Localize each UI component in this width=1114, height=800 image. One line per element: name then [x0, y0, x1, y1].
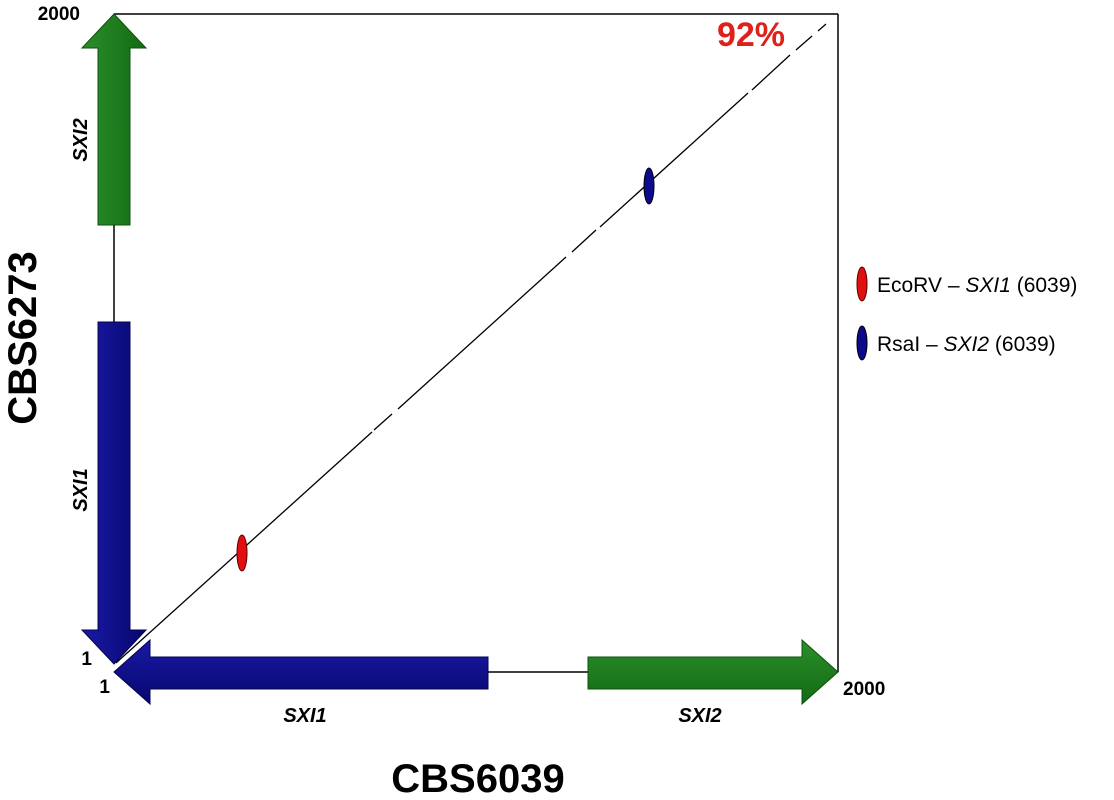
legend-ellipse-marker-icon [856, 266, 868, 302]
rsai-site-marker [643, 167, 655, 205]
y-gene-arrow-sxi2 [80, 13, 148, 226]
x-min-label: 1 [99, 677, 110, 698]
x-gene-arrow-sxi1 [113, 638, 489, 706]
x-gene-label-sxi2: SXI2 [678, 705, 721, 727]
legend-item-rsai: RsaI – SXI2 (6039) [856, 325, 1056, 361]
legend-ellipse-marker-icon [856, 325, 868, 361]
x-max-label: 2000 [843, 679, 885, 700]
y-gene-label-sxi2: SXI2 [70, 118, 92, 161]
legend-label-rsai: RsaI – SXI2 (6039) [877, 333, 1056, 356]
identity-percentage: 92% [717, 16, 785, 54]
y-gene-label-sxi1: SXI1 [70, 468, 92, 511]
x-gene-arrow-sxi2 [587, 638, 839, 706]
y-max-label: 2000 [38, 4, 80, 25]
ecorv-site-marker [236, 534, 248, 572]
y-min-label: 1 [81, 649, 92, 670]
y-axis-title: CBS6273 [1, 251, 45, 424]
x-axis-title: CBS6039 [391, 757, 564, 800]
legend: EcoRV – SXI1 (6039) RsaI – SXI2 (6039) [856, 266, 1077, 361]
y-gene-arrow-sxi1 [80, 321, 148, 665]
x-gene-label-sxi1: SXI1 [283, 705, 326, 727]
legend-item-ecorv: EcoRV – SXI1 (6039) [856, 266, 1077, 302]
alignment-diagonal [115, 23, 827, 664]
legend-label-ecorv: EcoRV – SXI1 (6039) [877, 274, 1077, 297]
